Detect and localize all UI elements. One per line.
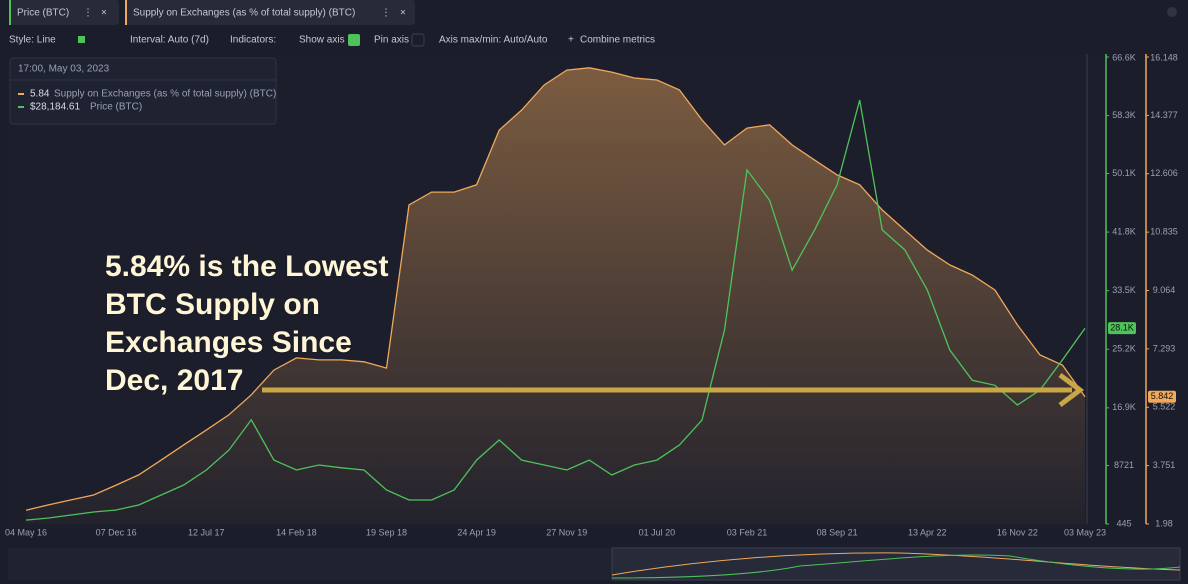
x-tick-label: 07 Dec 16 <box>96 527 137 537</box>
tab[interactable] <box>125 0 415 25</box>
y-tick-label: 5.522 <box>1153 402 1176 412</box>
y-tick-label: 445 <box>1116 518 1131 528</box>
tooltip-series: Supply on Exchanges (as % of total suppl… <box>54 89 276 100</box>
y-tick-label: 66.6K <box>1112 52 1136 62</box>
x-tick-label: 14 Feb 18 <box>276 527 317 537</box>
tab-label: Price (BTC) <box>17 8 69 19</box>
y-tick-label: 1.98 <box>1155 518 1173 528</box>
annotation-line: BTC Supply on <box>105 288 320 321</box>
annotation-line: Exchanges Since <box>105 326 352 359</box>
axis-minmax-control[interactable]: Axis max/min: Auto/Auto <box>439 35 548 46</box>
indicators-control[interactable]: Indicators: <box>230 35 276 46</box>
annotation-arrowhead <box>1058 373 1085 407</box>
pin-axis-checkbox[interactable] <box>411 33 425 47</box>
show-axis-checkbox[interactable] <box>348 34 360 46</box>
style-control[interactable]: Style: Line <box>9 35 56 46</box>
y-tick-label: 16.148 <box>1150 52 1178 62</box>
navigator-preview <box>611 554 1181 579</box>
color-swatch[interactable] <box>78 36 85 43</box>
y-tick-label: 25.2K <box>1112 344 1136 354</box>
last-value-label: 5.842 <box>1151 391 1174 401</box>
interval-control[interactable]: Interval: Auto (7d) <box>130 35 209 46</box>
tab-close[interactable]: × <box>101 8 107 19</box>
y-tick-label: 3.751 <box>1153 460 1176 470</box>
y-tick-label: 50.1K <box>1112 168 1136 178</box>
y-tick-label: 9.064 <box>1153 285 1176 295</box>
last-value-label: 28.1K <box>1110 323 1134 333</box>
x-tick-label: 27 Nov 19 <box>546 527 587 537</box>
y-tick-label: 8721 <box>1114 460 1134 470</box>
plus-icon[interactable]: + <box>568 35 574 46</box>
x-tick-label: 16 Nov 22 <box>997 527 1038 537</box>
pin-axis-label[interactable]: Pin axis <box>374 35 409 46</box>
tooltip-title: 17:00, May 03, 2023 <box>18 64 110 75</box>
line <box>25 99 1086 521</box>
x-tick-label: 01 Jul 20 <box>639 527 676 537</box>
combine-metrics[interactable]: Combine metrics <box>580 35 655 46</box>
y-tick-label: 7.293 <box>1153 343 1176 353</box>
annotation-line: 5.84% is the Lowest <box>105 250 388 283</box>
show-axis-label[interactable]: Show axis <box>299 35 345 46</box>
y-tick-label: 41.8K <box>1112 226 1136 236</box>
y-tick-label: 33.5K <box>1112 285 1136 295</box>
tooltip-value: $28,184.61 <box>30 102 80 113</box>
tab-accent <box>9 0 11 25</box>
tooltip <box>9 57 277 125</box>
y-tick-label: 16.9K <box>1112 402 1136 412</box>
tab-close[interactable]: × <box>400 8 406 19</box>
navigator-preview <box>611 552 1181 576</box>
annotation-line: Dec, 2017 <box>105 364 243 397</box>
tab[interactable] <box>9 0 119 25</box>
tooltip-value: 5.84 <box>30 89 50 100</box>
tab-menu[interactable]: ⋮ <box>83 8 93 19</box>
y-tick-label: 14.377 <box>1150 110 1178 120</box>
x-tick-label: 13 Apr 22 <box>908 527 947 537</box>
last-value-badge <box>1148 390 1176 403</box>
x-tick-label: 19 Sep 18 <box>366 527 407 537</box>
tab-menu[interactable]: ⋮ <box>381 8 391 19</box>
y-tick-label: 12.606 <box>1150 168 1178 178</box>
tooltip-series: Price (BTC) <box>90 102 142 113</box>
status-dot <box>1167 7 1177 17</box>
x-tick-label: 12 Jul 17 <box>188 527 225 537</box>
tab-accent <box>125 0 127 25</box>
area <box>26 67 1085 525</box>
x-tick-label: 03 Feb 21 <box>727 527 768 537</box>
tab-label: Supply on Exchanges (as % of total suppl… <box>133 8 355 19</box>
x-tick-label: 08 Sep 21 <box>817 527 858 537</box>
y-tick-label: 10.835 <box>1150 227 1178 237</box>
last-value-badge <box>1108 322 1136 335</box>
y-tick-label: 58.3K <box>1112 110 1136 120</box>
x-tick-label: 04 May 16 <box>5 527 47 537</box>
x-tick-label: 24 Apr 19 <box>457 527 496 537</box>
x-tick-label: 03 May 23 <box>1064 527 1106 537</box>
line <box>25 67 1086 511</box>
